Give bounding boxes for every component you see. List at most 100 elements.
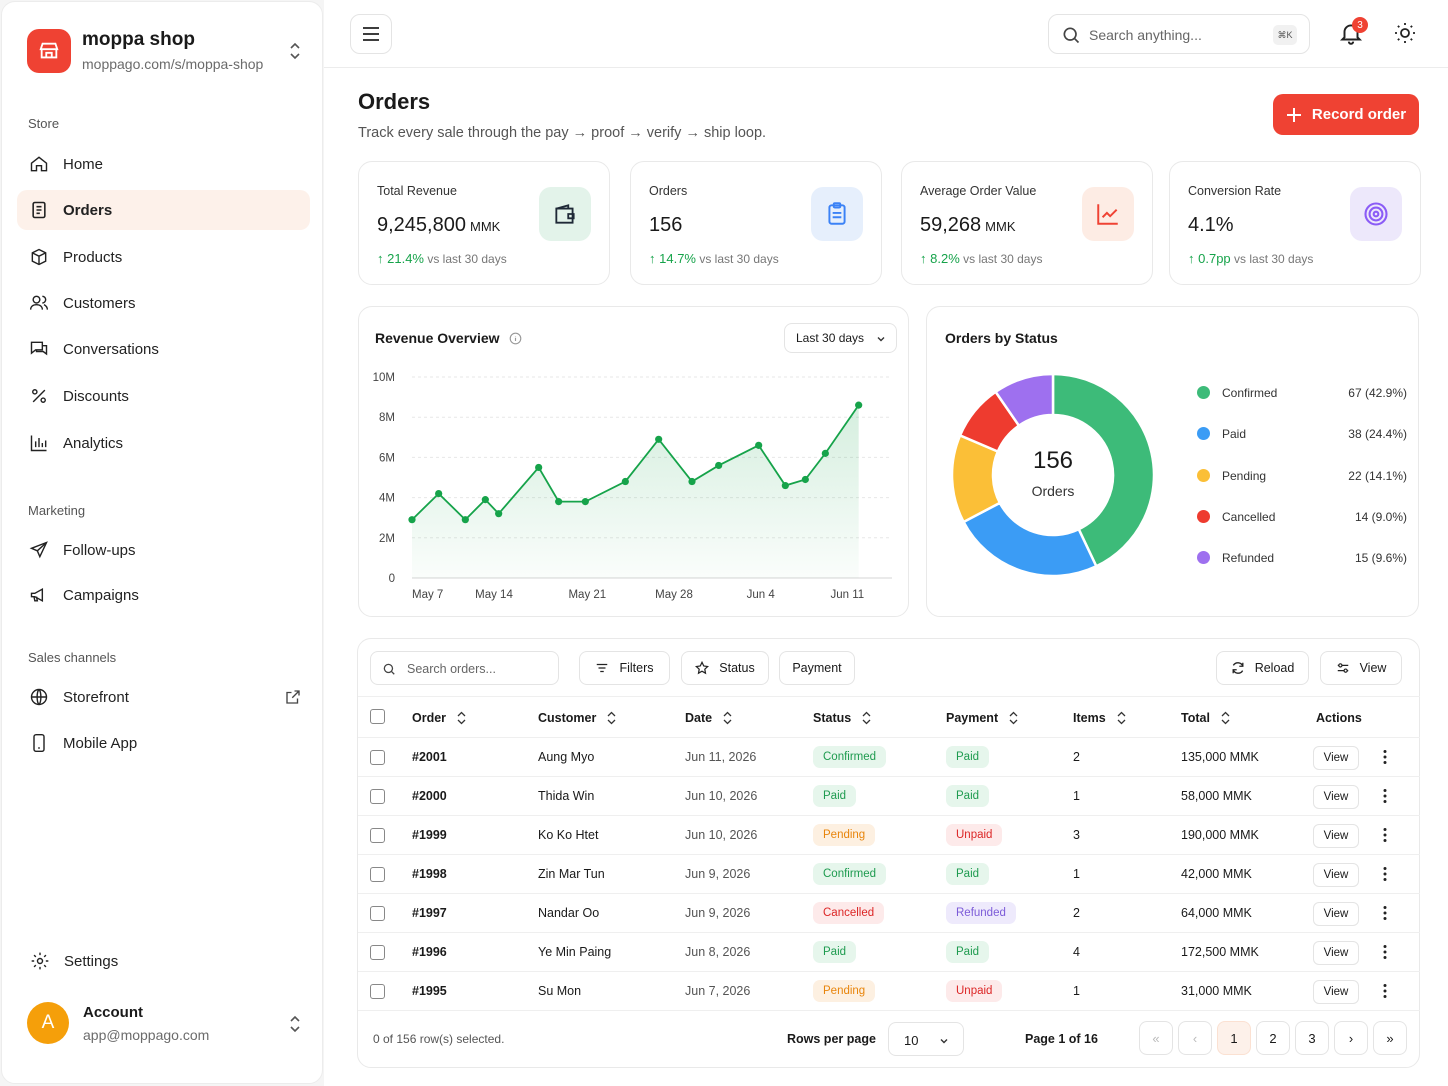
receipt-icon	[32, 201, 46, 219]
data-point[interactable]	[755, 441, 763, 449]
order-id[interactable]: #2000	[412, 789, 447, 803]
column-header-customer[interactable]: Customer	[538, 711, 617, 725]
data-point[interactable]	[435, 489, 443, 498]
donut-slice-refunded[interactable]	[993, 372, 1055, 428]
table-row[interactable]: #1999 Ko Ko Htet Jun 10, 2026 Pending Unpaid…	[358, 815, 1420, 854]
row-view-button[interactable]: View	[1313, 785, 1359, 809]
row-view-button[interactable]: View	[1313, 980, 1359, 1004]
data-point[interactable]	[801, 475, 809, 484]
more-vertical-icon[interactable]	[1382, 944, 1388, 960]
row-checkbox[interactable]	[370, 750, 385, 765]
next-page-button[interactable]: ›	[1334, 1021, 1368, 1055]
rows-per-page-select[interactable]: 10	[888, 1022, 964, 1056]
data-point[interactable]	[621, 477, 629, 486]
sidebar-item-follow-ups[interactable]: Follow-ups	[17, 530, 310, 570]
page-button-2[interactable]: 2	[1256, 1021, 1290, 1055]
filters-button[interactable]: Filters	[579, 651, 670, 685]
data-point[interactable]	[715, 461, 723, 470]
row-checkbox[interactable]	[370, 984, 385, 999]
reload-button[interactable]: Reload	[1216, 651, 1309, 685]
row-view-button[interactable]: View	[1313, 902, 1359, 926]
orders-search[interactable]: Search orders...	[370, 651, 559, 685]
sun-icon[interactable]	[1393, 21, 1417, 45]
external-link-icon[interactable]	[284, 688, 302, 706]
data-point[interactable]	[408, 516, 416, 524]
sidebar-item-discounts[interactable]: Discounts	[17, 376, 310, 416]
data-point[interactable]	[781, 481, 789, 490]
row-view-button[interactable]: View	[1313, 941, 1359, 965]
table-row[interactable]: #1997 Nandar Oo Jun 9, 2026 Cancelled Refund…	[358, 893, 1420, 932]
order-id[interactable]: #1996	[412, 945, 447, 959]
more-vertical-icon[interactable]	[1382, 866, 1388, 882]
more-vertical-icon[interactable]	[1382, 749, 1388, 765]
sidebar-item-orders[interactable]: Orders	[17, 190, 310, 230]
table-row[interactable]: #2000 Thida Win Jun 10, 2026 Paid Paid 1 58,00…	[358, 776, 1420, 815]
data-point[interactable]	[688, 477, 696, 486]
order-id[interactable]: #1997	[412, 906, 447, 920]
donut-slice-paid[interactable]	[961, 501, 1098, 578]
column-header-payment[interactable]: Payment	[946, 711, 1019, 725]
more-vertical-icon[interactable]	[1382, 983, 1388, 999]
payment-filter-button[interactable]: Payment	[779, 651, 855, 685]
sidebar-item-mobile-app[interactable]: Mobile App	[17, 723, 310, 763]
more-vertical-icon[interactable]	[1382, 788, 1388, 804]
previous-page-button[interactable]: ‹	[1178, 1021, 1212, 1055]
account-switcher[interactable]: A Account app@moppago.com	[27, 999, 307, 1049]
column-header-date[interactable]: Date	[685, 711, 733, 725]
search-input[interactable]: Search anything...	[1089, 27, 1202, 43]
table-row[interactable]: #1996 Ye Min Paing Jun 8, 2026 Paid Paid 4 172…	[358, 932, 1420, 971]
order-id[interactable]: #2001	[412, 750, 447, 764]
sidebar-item-home[interactable]: Home	[17, 144, 310, 184]
row-view-button[interactable]: View	[1313, 824, 1359, 848]
order-id[interactable]: #1995	[412, 984, 447, 998]
column-header-status[interactable]: Status	[813, 711, 872, 725]
sidebar-item-products[interactable]: Products	[17, 237, 310, 277]
row-view-button[interactable]: View	[1313, 746, 1359, 770]
row-view-button[interactable]: View	[1313, 863, 1359, 887]
shop-switcher[interactable]: moppa shop moppago.com/s/moppa-shop	[27, 27, 307, 77]
page-button-1[interactable]: 1	[1217, 1021, 1251, 1055]
row-checkbox[interactable]	[370, 828, 385, 843]
sidebar-item-settings[interactable]: Settings	[18, 941, 311, 981]
column-header-items[interactable]: Items	[1073, 711, 1127, 725]
row-checkbox[interactable]	[370, 867, 385, 882]
sidebar-item-storefront[interactable]: Storefront	[17, 677, 310, 717]
data-point[interactable]	[821, 449, 829, 457]
last-page-button[interactable]: »	[1373, 1021, 1407, 1055]
data-point[interactable]	[461, 516, 469, 524]
orders-search-input[interactable]: Search orders...	[407, 662, 496, 676]
data-point[interactable]	[495, 510, 503, 518]
donut-slice-confirmed[interactable]	[1051, 372, 1156, 568]
data-point[interactable]	[855, 401, 863, 409]
order-id[interactable]: #1999	[412, 828, 447, 842]
date-range-select[interactable]: Last 30 days	[784, 323, 897, 353]
data-point[interactable]	[581, 498, 589, 506]
table-row[interactable]: #1995 Su Mon Jun 7, 2026 Pending Unpaid 1 31,0…	[358, 971, 1420, 1010]
global-search[interactable]: Search anything... ⌘K	[1048, 14, 1310, 54]
row-checkbox[interactable]	[370, 789, 385, 804]
row-checkbox[interactable]	[370, 906, 385, 921]
column-header-order[interactable]: Order	[412, 711, 467, 725]
record-order-button[interactable]: Record order	[1273, 94, 1419, 135]
data-point[interactable]	[555, 498, 563, 506]
column-header-total[interactable]: Total	[1181, 711, 1231, 725]
more-vertical-icon[interactable]	[1382, 905, 1388, 921]
sidebar-item-conversations[interactable]: Conversations	[17, 329, 310, 369]
data-point[interactable]	[481, 496, 489, 504]
data-point[interactable]	[535, 463, 543, 472]
row-checkbox[interactable]	[370, 945, 385, 960]
table-row[interactable]: #1998 Zin Mar Tun Jun 9, 2026 Confirmed Paid…	[358, 854, 1420, 893]
more-vertical-icon[interactable]	[1382, 827, 1388, 843]
status-filter-button[interactable]: Status	[681, 651, 769, 685]
sidebar-item-customers[interactable]: Customers	[17, 283, 310, 323]
sidebar-item-analytics[interactable]: Analytics	[17, 423, 310, 463]
data-point[interactable]	[655, 435, 663, 443]
page-button-3[interactable]: 3	[1295, 1021, 1329, 1055]
sidebar-item-campaigns[interactable]: Campaigns	[17, 575, 310, 615]
select-all-checkbox[interactable]	[370, 709, 385, 724]
order-id[interactable]: #1998	[412, 867, 447, 881]
view-options-button[interactable]: View	[1320, 651, 1402, 685]
menu-button[interactable]	[350, 14, 392, 54]
first-page-button[interactable]: «	[1139, 1021, 1173, 1055]
table-row[interactable]: #2001 Aung Myo Jun 11, 2026 Confirmed Paid 2 1…	[358, 737, 1420, 776]
